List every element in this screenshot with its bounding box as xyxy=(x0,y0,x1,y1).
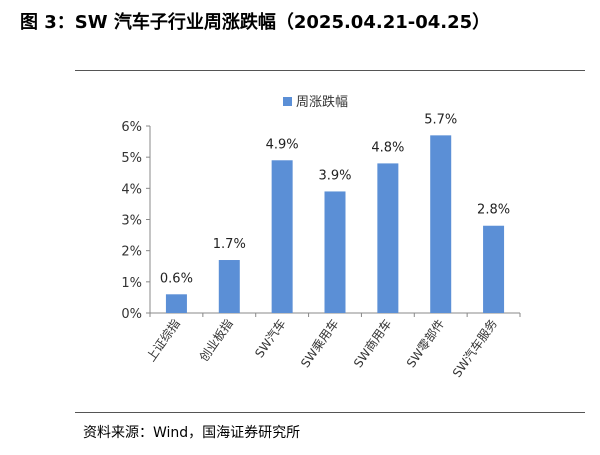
top-rule xyxy=(75,70,585,71)
bar xyxy=(324,191,346,313)
data-label: 2.8% xyxy=(477,203,510,218)
y-tick-label: 0% xyxy=(121,307,142,322)
data-label: 4.8% xyxy=(371,140,404,155)
y-axis: 0% 1% 2% 3% 4% 5% 6% xyxy=(121,120,151,322)
y-tick-label: 5% xyxy=(121,151,142,166)
y-tick-label: 1% xyxy=(121,276,142,291)
bar xyxy=(377,163,399,313)
data-labels: 0.6% 1.7% 4.9% 3.9% 4.8% 5.7% 2.8% xyxy=(160,112,510,286)
x-category-label: SW乘用车 xyxy=(297,316,341,370)
data-label: 0.6% xyxy=(160,271,193,286)
bar xyxy=(218,260,240,313)
x-category-label: SW零部件 xyxy=(403,316,447,370)
x-category-label: SW汽车 xyxy=(251,316,288,360)
bar xyxy=(271,160,293,313)
x-category-label: SW商用车 xyxy=(350,316,394,370)
bar xyxy=(483,225,505,313)
figure-title: 图 3：SW 汽车子行业周涨跌幅（2025.04.21-04.25） xyxy=(20,12,491,33)
legend: 周涨跌幅 xyxy=(283,94,348,110)
y-tick-label: 6% xyxy=(121,120,142,135)
source-note: 资料来源：Wind，国海证券研究所 xyxy=(83,425,301,441)
y-tick-label: 4% xyxy=(121,182,142,197)
legend-swatch xyxy=(283,97,292,106)
data-label: 1.7% xyxy=(213,237,246,252)
legend-label: 周涨跌幅 xyxy=(296,94,348,110)
x-axis: 上证综指 创业板指 SW汽车 SW乘用车 SW商用车 SW零部件 SW汽车服务 xyxy=(143,312,521,380)
bars xyxy=(165,135,505,313)
x-category-label: 创业板指 xyxy=(196,316,236,364)
data-label: 3.9% xyxy=(318,168,351,183)
data-label: 5.7% xyxy=(424,112,457,127)
y-tick-label: 2% xyxy=(121,245,142,260)
x-category-label: SW汽车服务 xyxy=(449,316,500,380)
bar xyxy=(165,294,187,313)
bottom-rule xyxy=(75,412,585,413)
y-tick-label: 3% xyxy=(121,214,142,229)
data-label: 4.9% xyxy=(266,137,299,152)
x-category-label: 上证综指 xyxy=(143,316,183,364)
bar xyxy=(430,135,452,313)
